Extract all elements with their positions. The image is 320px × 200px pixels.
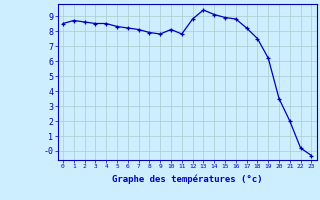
- X-axis label: Graphe des températures (°c): Graphe des températures (°c): [112, 175, 262, 184]
